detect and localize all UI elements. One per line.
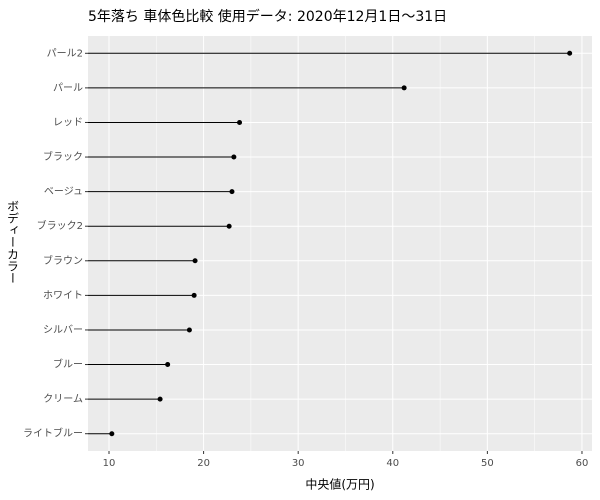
dot — [226, 223, 232, 229]
dot — [229, 189, 235, 195]
chart-title: 5年落ち 車体色比較 使用データ: 2020年12月1日～31日 — [88, 8, 447, 25]
x-tick-label: 60 — [576, 458, 589, 469]
y-tick-label: ブラック2 — [37, 219, 83, 232]
y-tick-label: パール2 — [47, 47, 83, 59]
dot — [157, 396, 163, 402]
panel — [88, 36, 592, 451]
x-tick-label: 10 — [103, 458, 116, 469]
y-tick-label: ライトブルー — [23, 427, 83, 440]
y-tick-label: ブラック — [43, 150, 83, 163]
dot — [165, 362, 171, 368]
y-axis-title: ボディーカラー — [6, 200, 20, 284]
dot — [192, 258, 198, 264]
x-tick-label: 40 — [386, 458, 399, 469]
dot — [237, 119, 243, 125]
dot — [567, 50, 573, 56]
x-tick-label: 20 — [197, 458, 210, 469]
x-tick-label: 50 — [481, 458, 494, 469]
y-tick-label: レッド — [53, 117, 83, 128]
x-tick-label: 30 — [292, 458, 305, 469]
y-tick-label: クリーム — [43, 393, 83, 405]
y-tick-label: ホワイト — [43, 289, 83, 301]
y-tick-label: ブラウン — [43, 254, 83, 267]
dot — [186, 327, 192, 333]
dot — [401, 85, 407, 91]
y-tick-label: パール — [53, 82, 83, 94]
x-axis-title: 中央値(万円) — [305, 477, 374, 492]
dot — [109, 431, 115, 437]
y-tick-label: ベージュ — [44, 186, 83, 198]
y-tick-label: シルバー — [43, 324, 83, 336]
y-tick-label: ブルー — [53, 358, 83, 371]
dot — [191, 292, 197, 298]
dot — [231, 154, 237, 160]
